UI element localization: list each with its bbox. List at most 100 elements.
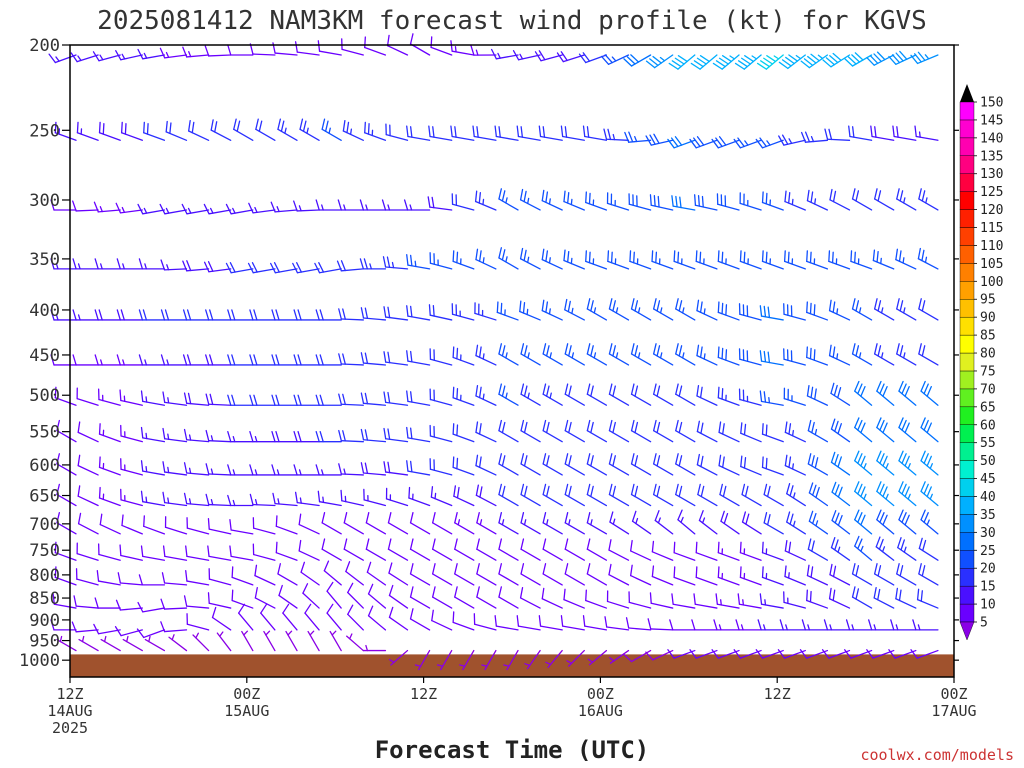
wind-barb [275, 541, 298, 561]
wind-barb [542, 512, 563, 535]
wind-barb [229, 519, 254, 535]
wind-barb [96, 570, 121, 586]
y-tick-label: 450 [29, 346, 60, 366]
wind-barb [317, 40, 342, 56]
wind-barb [910, 649, 939, 659]
wind-barb [338, 463, 364, 476]
wind-barb [205, 354, 232, 366]
wind-barb [459, 649, 475, 671]
wind-barb [545, 649, 563, 669]
wind-barb [78, 635, 99, 652]
wind-barb [876, 450, 895, 476]
wind-barb [741, 511, 762, 535]
wind-barb [845, 619, 873, 631]
wind-barb [866, 51, 895, 66]
wind-barb [604, 616, 630, 631]
wind-barb [761, 566, 784, 586]
colorbar-segment [959, 191, 975, 210]
wind-barb [675, 453, 696, 476]
wind-barb [183, 392, 210, 406]
wind-barb [388, 562, 409, 586]
wind-barb [873, 298, 895, 321]
wind-barb [608, 539, 630, 561]
colorbar-tick-label: 65 [980, 400, 996, 415]
wind-barb [294, 491, 320, 507]
wind-barb [585, 250, 608, 270]
colorbar-segment [959, 334, 975, 354]
wind-barb [329, 630, 342, 652]
wind-barb [294, 41, 320, 56]
wind-barb [387, 512, 409, 535]
wind-barb [740, 455, 762, 476]
wind-barb [564, 298, 585, 321]
colorbar-tick-label: 5 [980, 616, 988, 631]
wind-barb [476, 538, 497, 561]
wind-barb [851, 586, 873, 609]
wind-barb [828, 299, 851, 321]
wind-barb [854, 380, 873, 406]
wind-barb [54, 121, 77, 141]
wind-barb [912, 619, 939, 631]
wind-barb [895, 587, 917, 609]
wind-barb [56, 635, 77, 652]
wind-barb [542, 343, 563, 366]
wind-barb [364, 121, 387, 141]
wind-barb [227, 309, 254, 321]
wind-barb [117, 572, 143, 586]
wind-barb [205, 429, 232, 443]
wind-barb [918, 298, 939, 321]
y-tick-label: 900 [29, 611, 60, 631]
wind-barb [739, 250, 762, 270]
wind-barb [186, 613, 210, 631]
wind-barb [630, 453, 652, 476]
wind-barb [876, 509, 895, 535]
wind-barb [160, 259, 188, 271]
wind-barb [406, 460, 431, 476]
wind-barb [161, 572, 188, 586]
wind-barb [671, 593, 696, 609]
wind-barb [876, 380, 895, 406]
colorbar-segment [959, 568, 975, 587]
wind-barb [164, 516, 188, 535]
ground-layer [70, 654, 954, 677]
wind-barb [629, 250, 652, 270]
wind-barb [429, 424, 453, 443]
wind-barb [806, 346, 829, 366]
wind-barb [631, 510, 652, 535]
wind-barb [315, 199, 342, 211]
wind-barb [542, 383, 563, 406]
wind-barb [97, 543, 121, 561]
wind-barb [409, 512, 431, 535]
wind-barb [498, 563, 519, 586]
wind-barb [182, 46, 210, 58]
wind-barb [564, 538, 585, 561]
wind-barb [691, 619, 718, 631]
wind-barb [454, 538, 475, 561]
wind-barb [137, 203, 166, 215]
wind-barb [216, 631, 232, 652]
wind-barb [360, 352, 387, 366]
wind-barb [806, 250, 829, 270]
wind-barb [346, 633, 364, 652]
wind-barb [474, 302, 497, 321]
colorbar-tick-label: 90 [980, 311, 996, 326]
wind-barb [673, 566, 696, 586]
wind-barb [830, 537, 851, 561]
y-tick-label: 400 [29, 301, 60, 321]
wind-barb [452, 346, 475, 366]
wind-barb [241, 630, 254, 652]
wind-barb [897, 537, 917, 561]
wind-barb [496, 301, 519, 321]
wind-barb [920, 509, 939, 535]
y-axis: 200 250 300 350 400 450 500 550 600 650 700 750 800 8… [19, 36, 959, 671]
wind-barb [586, 512, 608, 535]
wind-barb [120, 121, 143, 141]
wind-barb [383, 351, 409, 366]
wind-barb [293, 464, 320, 476]
wind-barb [801, 619, 829, 631]
wind-barb [383, 427, 409, 443]
y-tick-label: 500 [29, 386, 60, 406]
wind-barb [168, 634, 188, 652]
wind-barb [630, 419, 652, 443]
